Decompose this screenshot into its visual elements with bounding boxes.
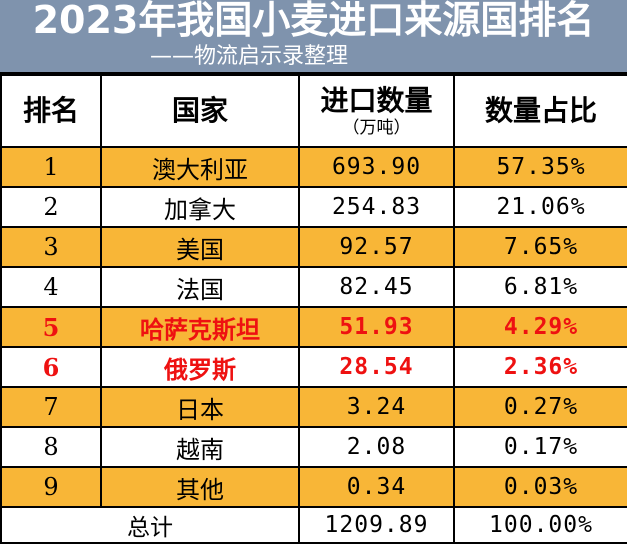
share-cell: 21.06%	[453, 186, 627, 228]
volume-cell: 3.24	[298, 386, 455, 428]
share-cell: 0.17%	[453, 426, 627, 468]
table-row: 2 加拿大 254.83 21.06%	[0, 186, 627, 228]
rank-cell: 2	[0, 186, 102, 228]
header-volume: 进口数量 （万吨）	[298, 74, 455, 148]
volume-cell: 28.54	[298, 346, 455, 388]
rank-cell: 6	[0, 346, 102, 388]
rank-cell: 5	[0, 306, 102, 348]
country-cell: 越南	[100, 426, 300, 468]
table-row: 3 美国 92.57 7.65%	[0, 226, 627, 268]
total-label: 总计	[0, 506, 300, 544]
page-title: 2023年我国小麦进口来源国排名	[32, 0, 595, 42]
country-cell: 澳大利亚	[100, 146, 300, 188]
table-row: 1 澳大利亚 693.90 57.35%	[0, 146, 627, 188]
table-row-highlighted: 6 俄罗斯 28.54 2.36%	[0, 346, 627, 388]
table-row: 9 其他 0.34 0.03%	[0, 466, 627, 508]
country-cell: 美国	[100, 226, 300, 268]
page-subtitle: ——物流启示录整理	[150, 44, 349, 69]
country-cell: 法国	[100, 266, 300, 308]
volume-cell: 693.90	[298, 146, 455, 188]
rank-cell: 7	[0, 386, 102, 428]
share-cell: 0.27%	[453, 386, 627, 428]
header-banner: 2023年我国小麦进口来源国排名 ——物流启示录整理	[0, 0, 627, 74]
country-cell: 日本	[100, 386, 300, 428]
share-cell: 7.65%	[453, 226, 627, 268]
total-volume: 1209.89	[298, 506, 455, 544]
share-cell: 2.36%	[453, 346, 627, 388]
ranking-table: 排名 国家 进口数量 （万吨） 数量占比 1 澳大利亚 693.90 57.35…	[0, 74, 627, 544]
table-row: 7 日本 3.24 0.27%	[0, 386, 627, 428]
country-cell: 俄罗斯	[100, 346, 300, 388]
header-volume-label: 进口数量	[320, 84, 433, 117]
country-cell: 加拿大	[100, 186, 300, 228]
table-header-row: 排名 国家 进口数量 （万吨） 数量占比	[0, 74, 627, 148]
header-rank: 排名	[0, 74, 102, 148]
rank-cell: 9	[0, 466, 102, 508]
volume-cell: 0.34	[298, 466, 455, 508]
total-share: 100.00%	[453, 506, 627, 544]
share-cell: 57.35%	[453, 146, 627, 188]
volume-cell: 2.08	[298, 426, 455, 468]
share-cell: 0.03%	[453, 466, 627, 508]
volume-cell: 254.83	[298, 186, 455, 228]
share-cell: 6.81%	[453, 266, 627, 308]
table-row: 4 法国 82.45 6.81%	[0, 266, 627, 308]
rank-cell: 1	[0, 146, 102, 188]
country-cell: 哈萨克斯坦	[100, 306, 300, 348]
table-row-highlighted: 5 哈萨克斯坦 51.93 4.29%	[0, 306, 627, 348]
country-cell: 其他	[100, 466, 300, 508]
rank-cell: 4	[0, 266, 102, 308]
volume-cell: 92.57	[298, 226, 455, 268]
volume-cell: 82.45	[298, 266, 455, 308]
volume-cell: 51.93	[298, 306, 455, 348]
rank-cell: 8	[0, 426, 102, 468]
total-row: 总计 1209.89 100.00%	[0, 506, 627, 544]
table-row: 8 越南 2.08 0.17%	[0, 426, 627, 468]
share-cell: 4.29%	[453, 306, 627, 348]
header-country: 国家	[100, 74, 300, 148]
header-volume-unit: （万吨）	[342, 118, 411, 138]
header-share: 数量占比	[453, 74, 627, 148]
rank-cell: 3	[0, 226, 102, 268]
